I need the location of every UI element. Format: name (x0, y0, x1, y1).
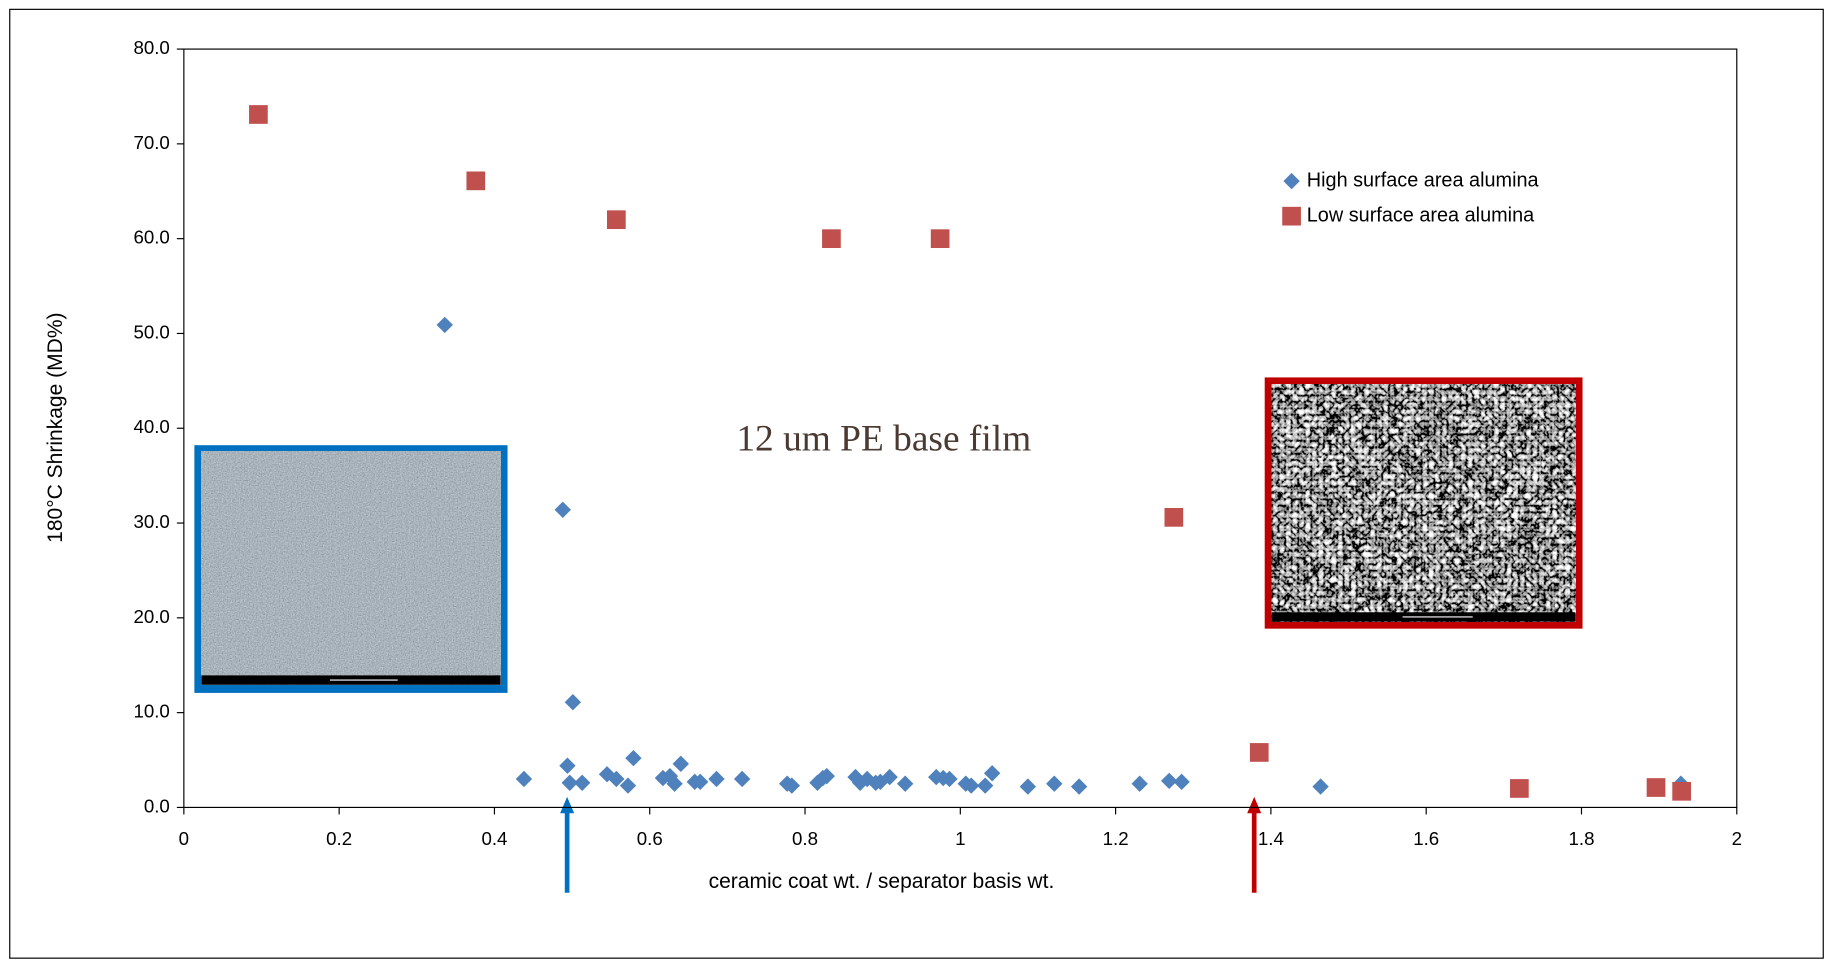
x-tick-label: 1 (955, 828, 965, 849)
y-tick-label: 70.0 (133, 132, 169, 153)
point (931, 229, 950, 248)
point (607, 210, 626, 229)
y-tick-label: 50.0 (133, 321, 169, 342)
point (1164, 508, 1183, 527)
x-tick-label: 0.8 (792, 828, 818, 849)
point (1250, 743, 1269, 762)
x-axis-label: ceramic coat wt. / separator basis wt. (709, 870, 1055, 893)
x-tick-label: 1.8 (1568, 828, 1594, 849)
x-tick-label: 1.2 (1103, 828, 1129, 849)
y-tick-label: 60.0 (133, 227, 169, 248)
point (822, 229, 841, 248)
x-tick-label: 2 (1732, 828, 1742, 849)
annotation: 12 um PE base film (736, 418, 1031, 459)
y-tick-label: 0.0 (144, 795, 170, 816)
chart: 12 um PE base film ceramic coat wt. / se… (0, 0, 1833, 964)
sem-image-left (194, 445, 507, 693)
point (466, 171, 485, 190)
legend-marker (1282, 207, 1301, 226)
y-tick-label: 80.0 (133, 37, 169, 58)
x-tick-label: 1.4 (1258, 828, 1284, 849)
y-tick-label: 40.0 (133, 416, 169, 437)
point (1672, 782, 1691, 801)
y-axis-label: 180°C Shrinkage (MD%) (44, 313, 67, 543)
point (1510, 779, 1529, 798)
legend-label: Low surface area alumina (1307, 204, 1535, 226)
sem-image-right (1265, 377, 1583, 628)
point (1647, 778, 1666, 797)
x-tick-label: 0.6 (637, 828, 663, 849)
y-tick-label: 10.0 (133, 701, 169, 722)
legend-label: High surface area alumina (1307, 169, 1540, 191)
y-tick-label: 30.0 (133, 511, 169, 532)
x-tick-label: 0.2 (326, 828, 352, 849)
x-tick-label: 0 (179, 828, 189, 849)
point (249, 105, 268, 124)
x-tick-label: 1.6 (1413, 828, 1439, 849)
x-tick-label: 0.4 (481, 828, 507, 849)
y-tick-label: 20.0 (133, 606, 169, 627)
